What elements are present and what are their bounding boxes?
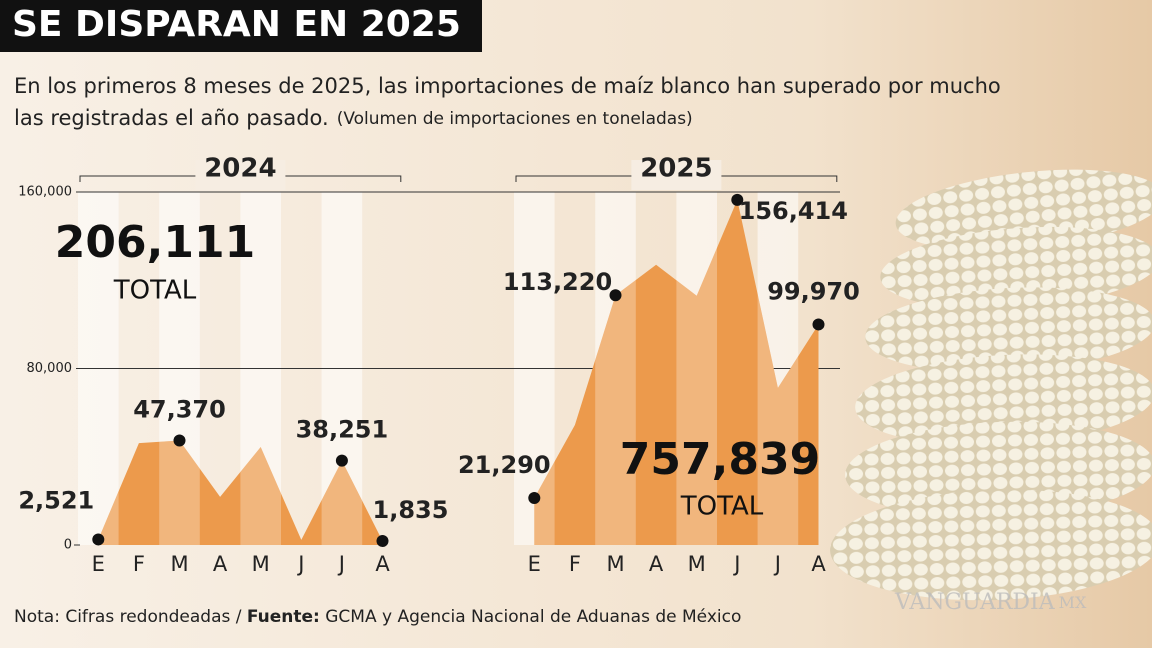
x-tick-label: J bbox=[296, 552, 304, 576]
x-tick-label: E bbox=[92, 552, 105, 576]
x-tick-label: F bbox=[569, 552, 581, 576]
data-label: 47,370 bbox=[133, 395, 226, 423]
x-tick-label: J bbox=[773, 552, 781, 576]
y-tick-label: 80,000 bbox=[27, 361, 73, 376]
x-tick-label: F bbox=[133, 552, 145, 576]
data-label: 156,414 bbox=[739, 197, 848, 225]
x-tick-label: J bbox=[732, 552, 740, 576]
data-point bbox=[812, 318, 825, 331]
area bbox=[534, 199, 819, 545]
x-tick-label: M bbox=[252, 552, 270, 576]
title-bar bbox=[0, 0, 482, 52]
data-label: 113,220 bbox=[503, 268, 612, 296]
subtitle: En los primeros 8 meses de 2025, las imp… bbox=[14, 74, 1001, 98]
watermark: VANGUARDIA MX bbox=[894, 590, 1087, 615]
subtitle-text: las registradas el año pasado. bbox=[14, 106, 329, 130]
x-tick-label: A bbox=[375, 552, 390, 576]
data-point bbox=[528, 492, 541, 505]
footer: Nota: Cifras redondeadas / Fuente: GCMA … bbox=[14, 607, 741, 627]
total-value: 757,839 bbox=[620, 434, 820, 485]
legend-label: 2025 bbox=[640, 154, 712, 184]
data-label: 38,251 bbox=[296, 416, 389, 444]
data-point bbox=[335, 454, 348, 467]
x-tick-label: M bbox=[170, 552, 188, 576]
y-tick-label: 0 bbox=[64, 538, 72, 553]
data-point bbox=[376, 534, 389, 547]
area bbox=[98, 440, 383, 545]
data-point bbox=[92, 533, 105, 546]
watermark-brand: VANGUARDIA bbox=[894, 590, 1056, 615]
total-label: TOTAL bbox=[680, 492, 764, 522]
total-value: 206,111 bbox=[55, 217, 255, 268]
total-label: TOTAL bbox=[113, 276, 197, 306]
title: SE DISPARAN EN 2025 bbox=[12, 4, 461, 45]
data-point bbox=[609, 289, 622, 302]
x-tick-label: E bbox=[528, 552, 541, 576]
data-label: 2,521 bbox=[18, 486, 94, 514]
x-tick-label: J bbox=[337, 552, 345, 576]
x-tick-label: A bbox=[811, 552, 826, 576]
footer-source-label: Fuente: bbox=[247, 607, 320, 627]
legend-label: 2024 bbox=[204, 154, 276, 184]
y-tick-label: 160,000 bbox=[18, 185, 72, 200]
year-bg bbox=[631, 160, 722, 190]
data-label: 1,835 bbox=[373, 496, 449, 524]
x-tick-label: M bbox=[606, 552, 624, 576]
footer-source: GCMA y Agencia Nacional de Aduanas de Mé… bbox=[320, 607, 742, 627]
x-tick-label: M bbox=[688, 552, 706, 576]
x-tick-label: A bbox=[213, 552, 228, 576]
corn-illustration bbox=[830, 169, 1152, 601]
footer-note: Nota: Cifras redondeadas / bbox=[14, 607, 247, 627]
subtitle: las registradas el año pasado. (Volumen d… bbox=[14, 106, 693, 130]
subtitle-note: (Volumen de importaciones en toneladas) bbox=[337, 109, 693, 129]
year-bg bbox=[195, 160, 286, 190]
data-point bbox=[731, 193, 744, 206]
data-label: 99,970 bbox=[767, 277, 860, 305]
watermark-suffix: MX bbox=[1059, 593, 1087, 612]
data-label: 21,290 bbox=[458, 451, 551, 479]
x-tick-label: A bbox=[649, 552, 664, 576]
data-point bbox=[173, 434, 186, 447]
